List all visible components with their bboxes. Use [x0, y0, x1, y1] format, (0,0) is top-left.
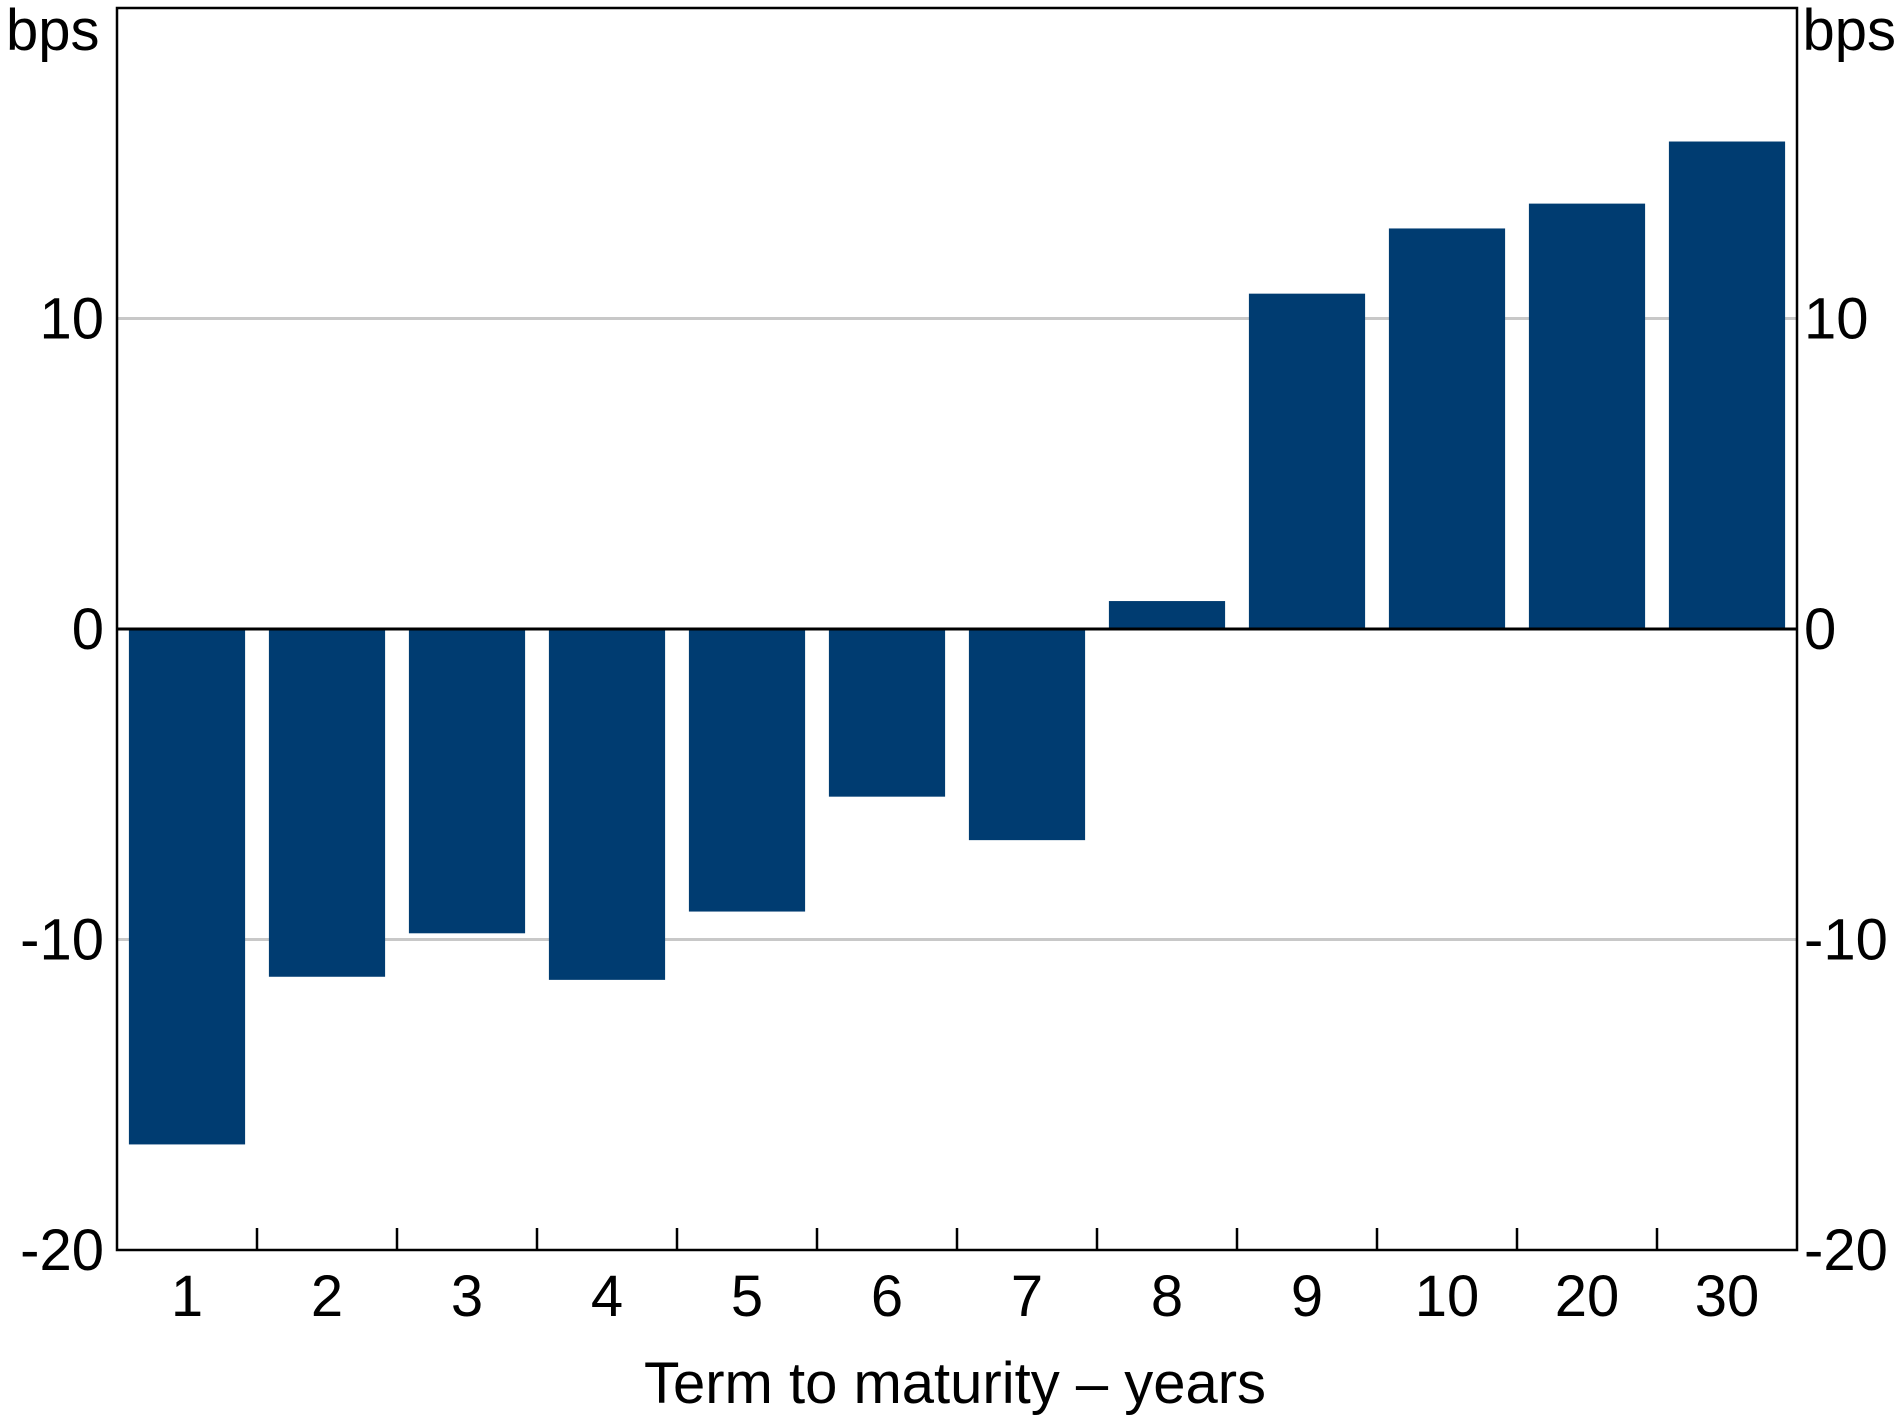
x-tick-label-10: 10: [1415, 1264, 1480, 1329]
gridlines: [117, 317, 1797, 941]
y-tick-label-left-0: 0: [72, 597, 104, 662]
bar-2: [268, 629, 386, 977]
axes: [115, 6, 1799, 1252]
bar-6: [828, 629, 946, 797]
x-tick-label-20: 20: [1555, 1264, 1620, 1329]
y-axis-unit-left: bps: [6, 0, 100, 63]
bar-4: [548, 629, 666, 980]
x-tick-label-30: 30: [1695, 1264, 1760, 1329]
bar-20: [1528, 203, 1646, 630]
bar-30: [1668, 141, 1786, 629]
bar-7: [968, 629, 1086, 841]
labels: bps bps Term to maturity – years 1 2 3 4 5 6 7…: [6, 0, 1896, 1416]
bar-3: [408, 629, 526, 934]
x-tick-label-1: 1: [171, 1264, 203, 1329]
y-tick-label-right-10: 10: [1804, 287, 1869, 352]
y-tick-label-left--20: -20: [20, 1218, 104, 1283]
y-tick-label-right--20: -20: [1804, 1218, 1888, 1283]
x-axis-title: Term to maturity – years: [644, 1351, 1266, 1416]
bar-8: [1108, 601, 1226, 629]
x-tick-label-5: 5: [731, 1264, 763, 1329]
x-tick-label-3: 3: [451, 1264, 483, 1329]
x-tick-label-2: 2: [311, 1264, 343, 1329]
y-tick-label-right--10: -10: [1804, 908, 1888, 973]
x-tick-label-4: 4: [591, 1264, 623, 1329]
bars: [128, 141, 1786, 1145]
bar-5: [688, 629, 806, 912]
bar-1: [128, 629, 246, 1145]
x-tick-label-6: 6: [871, 1264, 903, 1329]
y-axis-unit-right: bps: [1802, 0, 1896, 63]
bar-10: [1388, 228, 1506, 629]
y-tick-label-left-10: 10: [39, 287, 104, 352]
bar-9: [1248, 293, 1366, 629]
y-tick-label-left--10: -10: [20, 908, 104, 973]
y-tick-label-right-0: 0: [1804, 597, 1836, 662]
x-tick-label-9: 9: [1291, 1264, 1323, 1329]
x-tick-label-8: 8: [1151, 1264, 1183, 1329]
x-tick-label-7: 7: [1011, 1264, 1043, 1329]
